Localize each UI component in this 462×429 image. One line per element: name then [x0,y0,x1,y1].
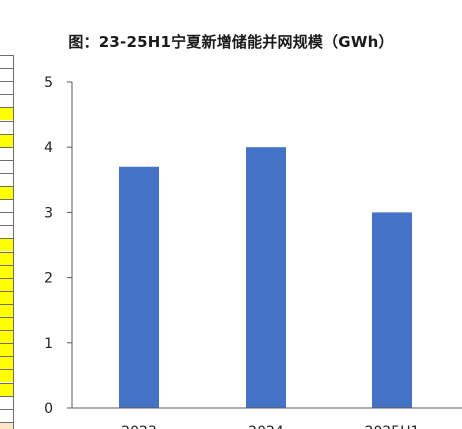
strip-cell [0,238,13,252]
y-tick-label: 1 [44,336,53,352]
x-tick-label: 2025H1 [364,424,419,429]
strip-cell [0,55,13,69]
strip-cell [0,343,13,357]
bar-2024 [246,147,286,408]
y-tick-label: 5 [44,75,53,91]
bar-2025H1 [372,212,412,408]
strip-cell [0,251,13,265]
strip-cell [0,146,13,160]
x-tick-labels: 2023 2024 2025H1 [121,424,419,429]
strip-cell [0,290,13,304]
y-tick-labels: 0 1 2 3 4 5 [44,75,53,417]
strip-cell [0,107,13,121]
strip-cell [0,94,13,108]
x-tick-label: 2024 [248,424,284,429]
bar-2023 [119,166,159,408]
strip-cell [0,172,13,186]
strip-cell [0,225,13,239]
strip-cell [0,369,13,383]
bars-layer [119,147,412,408]
strip-cell [0,421,13,429]
x-tick-label: 2023 [121,424,157,429]
strip-cell [0,382,13,396]
chart-title: 图：23-25H1宁夏新增储能并网规模（GWh） [68,33,394,51]
strip-cell [0,159,13,173]
strip-cell [0,303,13,317]
axes-layer [67,81,462,409]
strip-cell [0,277,13,291]
strip-cell [0,81,13,95]
strip-cell [0,330,13,344]
strip-cell [0,120,13,134]
strip-cell [0,133,13,147]
y-tick-label: 0 [44,401,53,417]
strip-cell [0,68,13,82]
strip-cell [0,408,13,422]
spreadsheet-column-strip [0,55,14,429]
strip-cell [0,317,13,331]
strip-cell [0,395,13,409]
strip-cell [0,186,13,200]
strip-cell [0,199,13,213]
strip-cell [0,212,13,226]
y-tick-label: 3 [44,205,53,221]
y-tick-label: 2 [44,271,53,287]
strip-cell [0,356,13,370]
y-tick-label: 4 [44,140,53,156]
strip-cell [0,264,13,278]
